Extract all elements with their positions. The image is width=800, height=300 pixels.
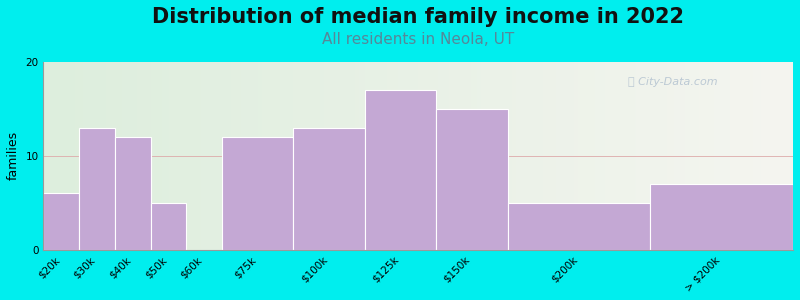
Bar [115, 137, 150, 250]
Text: ⓘ City-Data.com: ⓘ City-Data.com [628, 77, 718, 87]
Bar [150, 203, 186, 250]
Bar [43, 194, 79, 250]
Bar [222, 137, 294, 250]
Bar [79, 128, 115, 250]
Bar [650, 184, 793, 250]
Bar [365, 90, 436, 250]
Bar [507, 203, 650, 250]
Text: All residents in Neola, UT: All residents in Neola, UT [322, 32, 514, 47]
Title: Distribution of median family income in 2022: Distribution of median family income in … [152, 7, 684, 27]
Y-axis label: families: families [7, 131, 20, 180]
Bar [436, 109, 507, 250]
Bar [294, 128, 365, 250]
